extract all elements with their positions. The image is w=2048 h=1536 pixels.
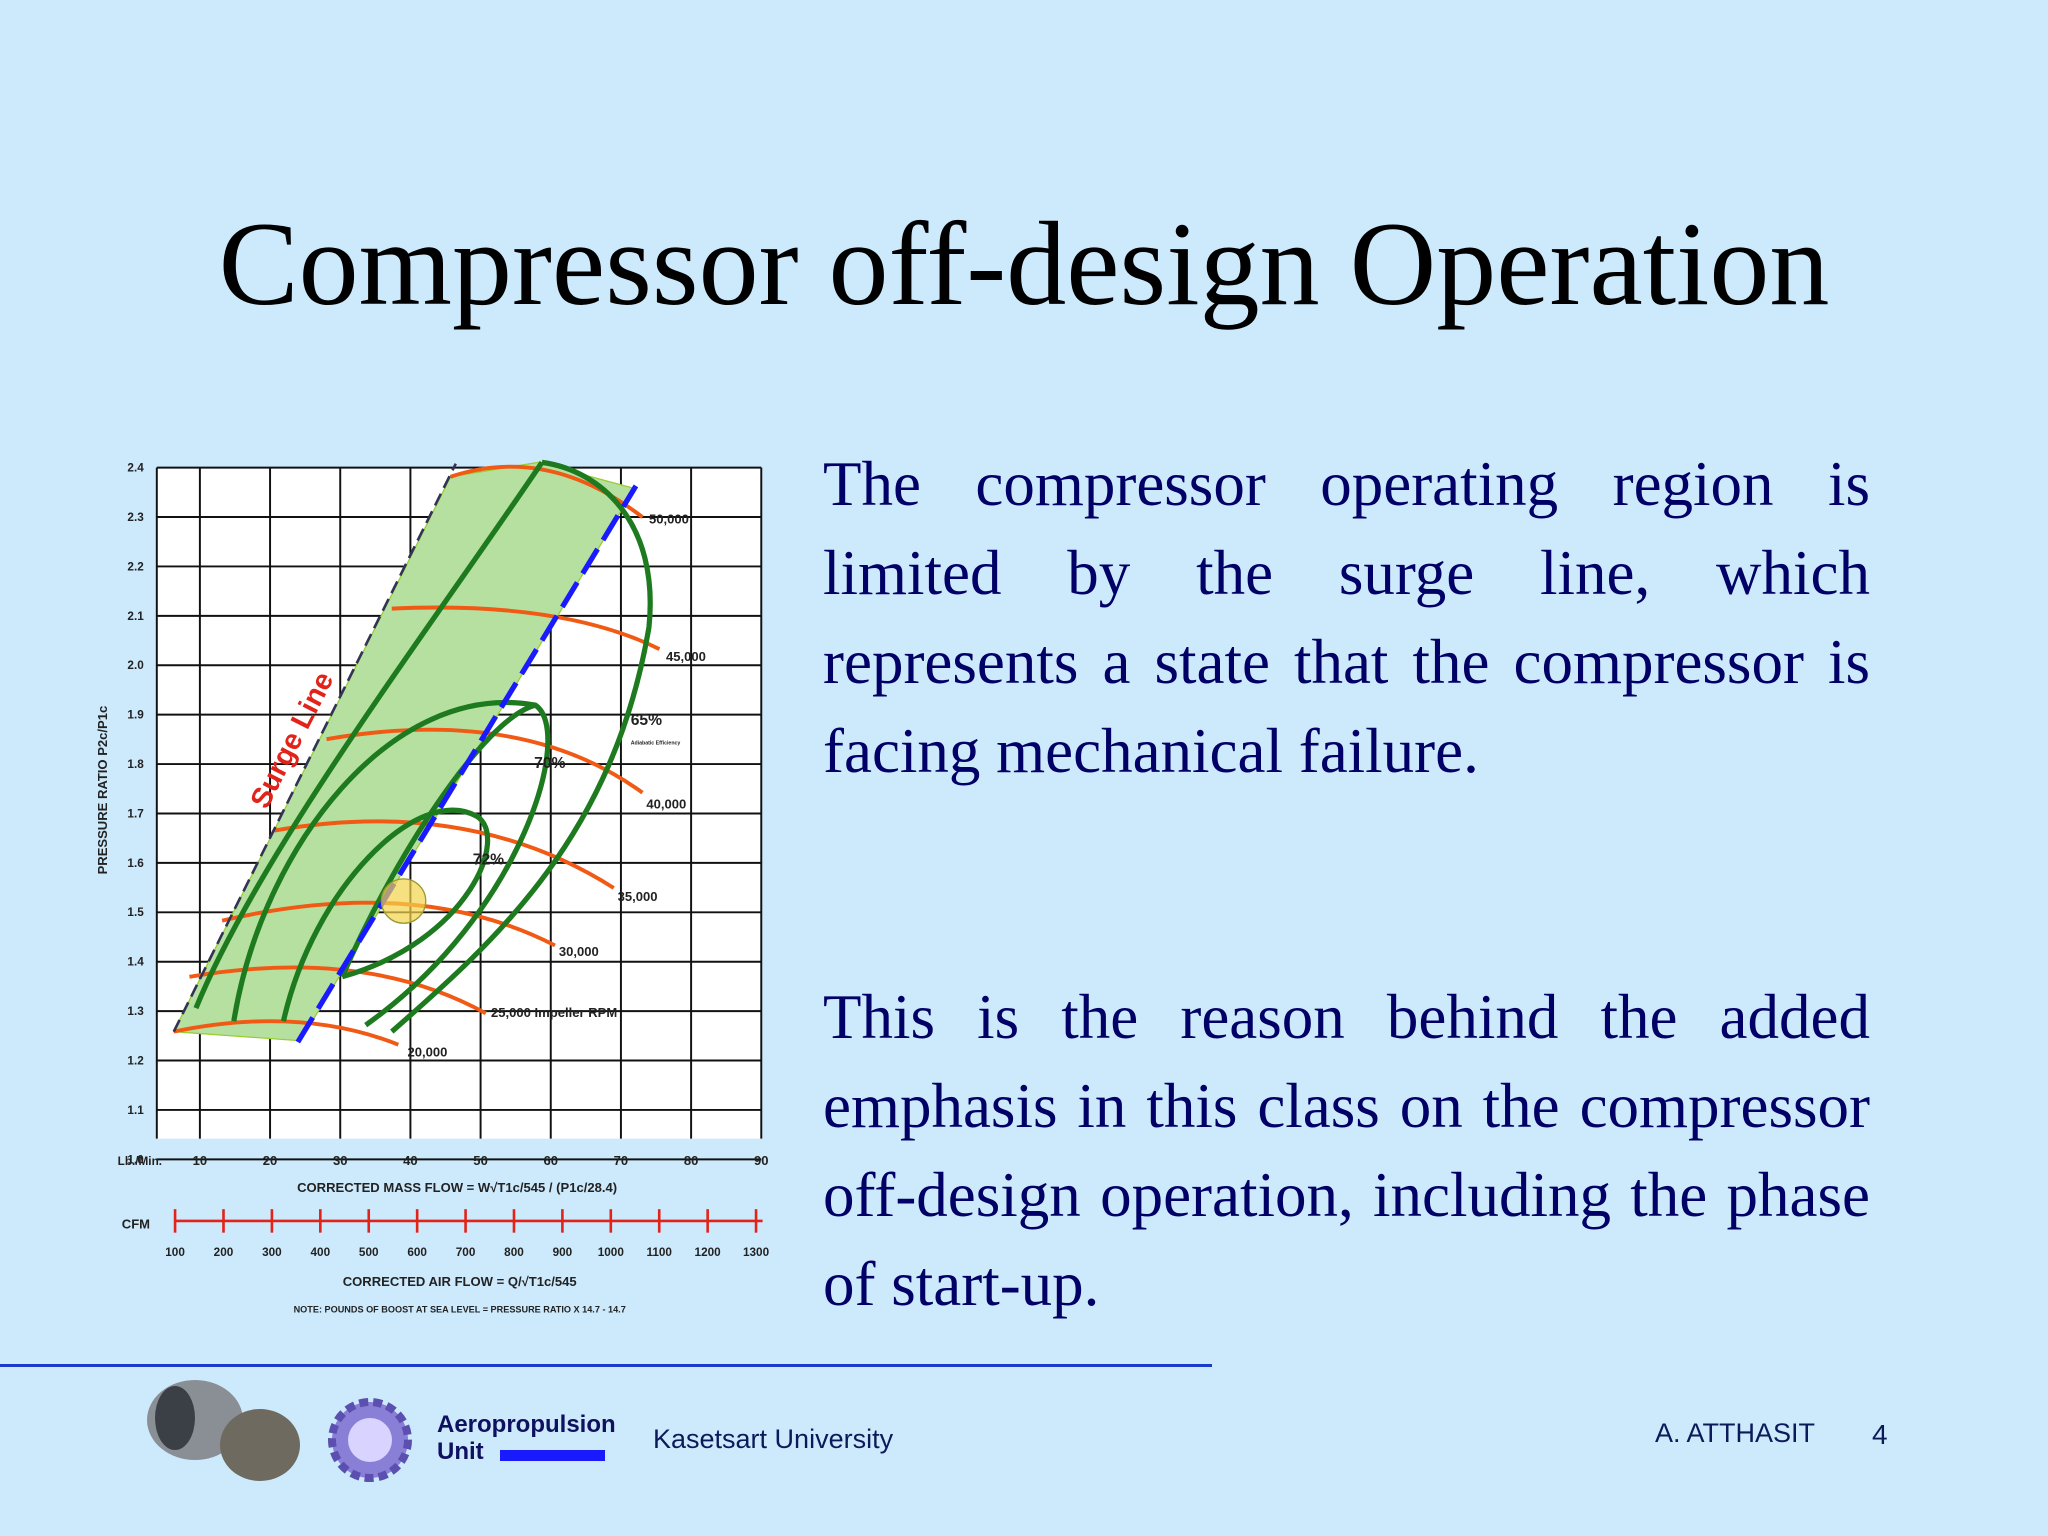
- note: NOTE: POUNDS OF BOOST AT SEA LEVEL = PRE…: [294, 1304, 626, 1314]
- y-tick-label: 2.2: [127, 560, 144, 573]
- y-tick-label: 1.4: [127, 956, 144, 969]
- y-tick-label: 1.9: [127, 709, 144, 722]
- cfm-tick-label: 400: [311, 1246, 331, 1259]
- efficiency-lines: [193, 459, 653, 1034]
- y-tick-label: 1.6: [127, 857, 144, 870]
- y-tick-label: 1.1: [127, 1104, 144, 1117]
- choke-line: [295, 484, 639, 1044]
- cfm-tick-label: 800: [504, 1246, 524, 1259]
- cfm-tick-label: 1300: [743, 1246, 770, 1259]
- paragraph: This is the reason behind the added emph…: [823, 982, 1870, 1319]
- footer-logos: [147, 1380, 412, 1482]
- x-tick-label: 70: [614, 1153, 629, 1168]
- efficiency-label: 70%: [534, 755, 565, 772]
- y-axis-label: PRESSURE RATIO P2c/P1c: [95, 706, 110, 875]
- unit-word: Unit: [437, 1438, 484, 1465]
- y-tick-label: 2.4: [127, 462, 144, 475]
- footer-rule: [0, 1364, 1212, 1367]
- cfm-tick-label: 600: [407, 1246, 427, 1259]
- speed-label: 20,000: [407, 1044, 447, 1059]
- x-tick-label: 60: [543, 1153, 558, 1168]
- cfm-axis-label: CORRECTED AIR FLOW = Q/√T1c/545: [343, 1274, 577, 1289]
- university: Kasetsart University: [653, 1424, 894, 1454]
- x-unit-label: Lb./Min.: [118, 1155, 162, 1168]
- engine-image: [155, 1386, 195, 1450]
- y-tick-label: 1.2: [127, 1054, 144, 1067]
- y-tick-label: 1.7: [127, 807, 144, 820]
- unit-bar: [500, 1450, 605, 1461]
- cfm-tick-label: 500: [359, 1246, 379, 1259]
- compressor-map: Surge Line 50,000 45,000 40,000 35,000 3…: [95, 459, 770, 1314]
- x-tick-label: 20: [263, 1153, 278, 1168]
- cfm-tick-label: 1200: [695, 1246, 722, 1259]
- page-number: 4: [1872, 1419, 1888, 1450]
- cfm-tick-label: 200: [214, 1246, 234, 1259]
- speed-label: 25,000 Impeller RPM: [491, 1005, 617, 1020]
- unit-name: Aeropropulsion: [437, 1411, 616, 1438]
- cfm-tick-label: 300: [262, 1246, 282, 1259]
- speed-label: 40,000: [646, 796, 686, 811]
- y-tick-label: 1.0: [127, 1153, 144, 1166]
- x-tick-label: 90: [754, 1153, 769, 1168]
- y-tick-label: 2.3: [127, 511, 144, 524]
- cfm-tick-label: 900: [553, 1246, 573, 1259]
- x-tick-label: 30: [333, 1153, 348, 1168]
- speed-label: 50,000: [649, 512, 689, 527]
- speed-label: 30,000: [559, 944, 599, 959]
- x-axis-label: CORRECTED MASS FLOW = W√T1c/545 / (P1c/2…: [297, 1180, 617, 1195]
- speed-label: 45,000: [666, 649, 706, 664]
- slide-title: Compressor off-design Operation: [218, 197, 1830, 330]
- cfm-tick-label: 100: [165, 1246, 185, 1259]
- efficiency-label: 65%: [631, 712, 662, 729]
- x-tick-label: 10: [193, 1153, 208, 1168]
- efficiency-caption: Adiabatic Efficiency: [631, 740, 681, 746]
- x-tick-label: 50: [473, 1153, 488, 1168]
- y-tick-label: 2.1: [127, 610, 144, 623]
- cfm-label: CFM: [122, 1217, 150, 1232]
- cfm-tick-label: 1000: [598, 1246, 625, 1259]
- paragraph: The compressor operating region is limit…: [823, 449, 1870, 786]
- y-tick-label: 1.5: [127, 906, 144, 919]
- y-tick-label: 1.8: [127, 758, 144, 771]
- y-tick-label: 2.0: [127, 659, 144, 672]
- efficiency-label: 72%: [473, 852, 504, 869]
- surge-line: [172, 463, 457, 1033]
- author: A. ATTHASIT: [1655, 1418, 1816, 1448]
- x-tick-label: 80: [684, 1153, 699, 1168]
- x-tick-label: 40: [403, 1153, 418, 1168]
- speed-label: 35,000: [618, 889, 658, 904]
- y-tick-label: 1.3: [127, 1005, 144, 1018]
- operating-point: [380, 878, 427, 924]
- cfm-tick-label: 1100: [646, 1246, 672, 1259]
- engine-image: [220, 1409, 300, 1481]
- gear-logo: [348, 1418, 392, 1462]
- cfm-tick-label: 700: [456, 1246, 476, 1259]
